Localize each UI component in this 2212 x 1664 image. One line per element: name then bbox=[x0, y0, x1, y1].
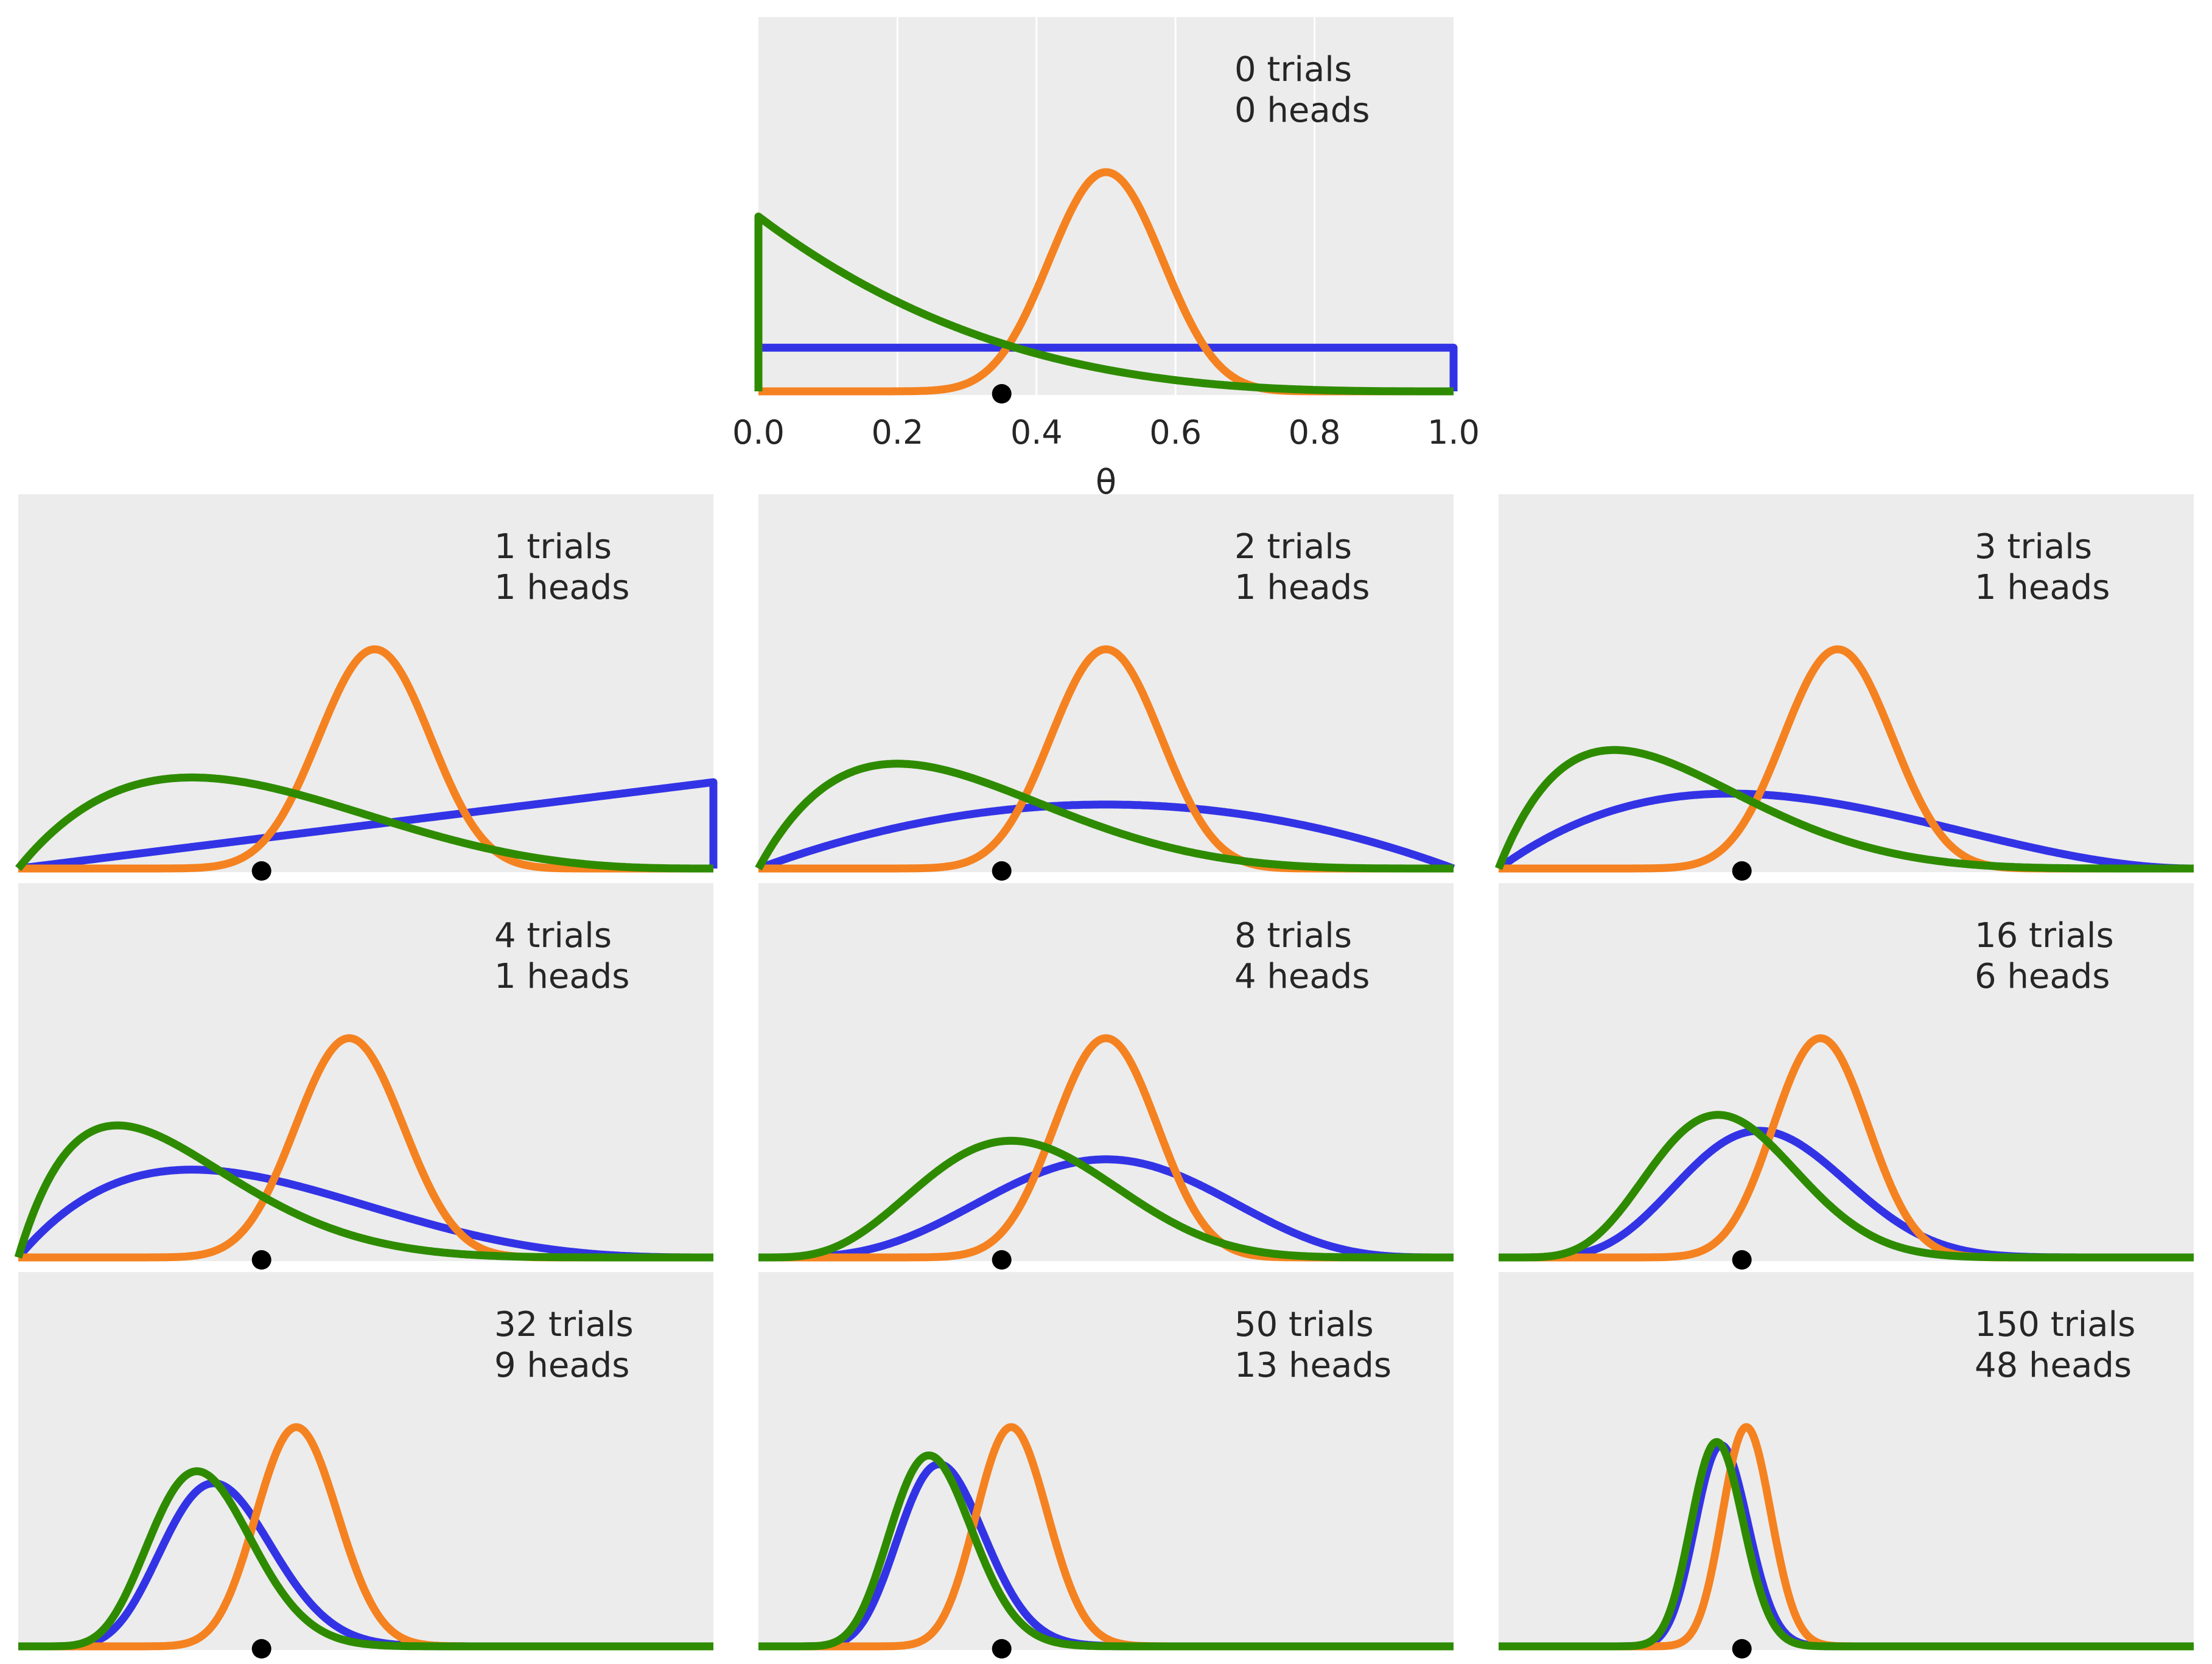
true-theta-marker bbox=[1732, 861, 1752, 881]
panel-background bbox=[18, 883, 713, 1261]
posterior-curve-1 bbox=[16, 778, 718, 873]
panel-annotation-heads: 48 heads bbox=[1975, 1346, 2132, 1385]
panel-annotation-trials: 16 trials bbox=[1975, 916, 2114, 956]
true-theta-marker bbox=[992, 861, 1012, 881]
posterior-curve-3 bbox=[756, 1136, 1456, 1262]
posterior-curve-3 bbox=[16, 1467, 716, 1651]
posterior-curve-1 bbox=[1496, 789, 2196, 873]
x-tick-label: 0.0 bbox=[732, 413, 785, 452]
posterior-curve-3 bbox=[15, 773, 716, 873]
posterior-curve-1 bbox=[756, 1155, 1456, 1262]
true-theta-marker bbox=[992, 1639, 1012, 1659]
true-theta-marker bbox=[1732, 1250, 1752, 1270]
x-tick-label: 0.6 bbox=[1149, 413, 1202, 452]
panel-background bbox=[18, 494, 713, 872]
posterior-curve-3 bbox=[755, 760, 1456, 873]
panel-background bbox=[1499, 1272, 2194, 1650]
panel-annotation-heads: 0 heads bbox=[1234, 91, 1370, 130]
posterior-curve-3 bbox=[14, 1121, 716, 1262]
posterior-curve-3 bbox=[1496, 1111, 2196, 1262]
posterior-curve-3 bbox=[1496, 1438, 2196, 1651]
panel-background bbox=[758, 494, 1454, 872]
posterior-curve-1 bbox=[754, 343, 1458, 391]
true-theta-marker bbox=[251, 1250, 271, 1270]
true-theta-marker bbox=[1732, 1639, 1752, 1659]
true-theta-marker bbox=[251, 1639, 271, 1659]
panel-annotation-heads: 1 heads bbox=[1234, 568, 1370, 607]
panel-annotation-heads: 1 heads bbox=[1975, 568, 2110, 607]
posterior-curve-1 bbox=[756, 800, 1456, 873]
x-tick-label: 0.2 bbox=[871, 413, 923, 452]
x-tick-label: 0.4 bbox=[1010, 413, 1063, 452]
panel-background bbox=[758, 883, 1454, 1261]
panel-annotation-trials: 32 trials bbox=[494, 1305, 634, 1344]
x-tick-label: 0.8 bbox=[1289, 413, 1341, 452]
posterior-curve-3 bbox=[1494, 746, 2196, 873]
true-theta-marker bbox=[992, 1250, 1012, 1270]
panel-annotation-trials: 8 trials bbox=[1234, 916, 1352, 956]
true-theta-marker bbox=[251, 861, 271, 881]
true-theta-marker bbox=[992, 384, 1012, 404]
panel-annotation-heads: 1 heads bbox=[494, 568, 629, 607]
panel-background bbox=[758, 17, 1454, 395]
posterior-curve-3 bbox=[754, 212, 1456, 396]
panel-annotation-trials: 2 trials bbox=[1234, 527, 1352, 567]
panel-annotation-trials: 0 trials bbox=[1234, 50, 1352, 89]
panel-annotation-trials: 1 trials bbox=[494, 527, 612, 567]
panel-annotation-heads: 13 heads bbox=[1234, 1346, 1391, 1385]
panel-annotation-trials: 150 trials bbox=[1975, 1305, 2135, 1344]
panel-annotation-trials: 50 trials bbox=[1234, 1305, 1374, 1344]
x-tick-label: 1.0 bbox=[1427, 413, 1480, 452]
x-axis-label: θ bbox=[1096, 463, 1116, 502]
panel-annotation-heads: 9 heads bbox=[494, 1346, 629, 1385]
panel-annotation-heads: 4 heads bbox=[1234, 957, 1370, 996]
posterior-curve-3 bbox=[756, 1451, 1456, 1651]
panel-annotation-trials: 3 trials bbox=[1975, 527, 2092, 567]
panel-annotation-trials: 4 trials bbox=[494, 916, 612, 956]
panel-annotation-heads: 6 heads bbox=[1975, 957, 2110, 996]
panel-annotation-heads: 1 heads bbox=[494, 957, 629, 996]
